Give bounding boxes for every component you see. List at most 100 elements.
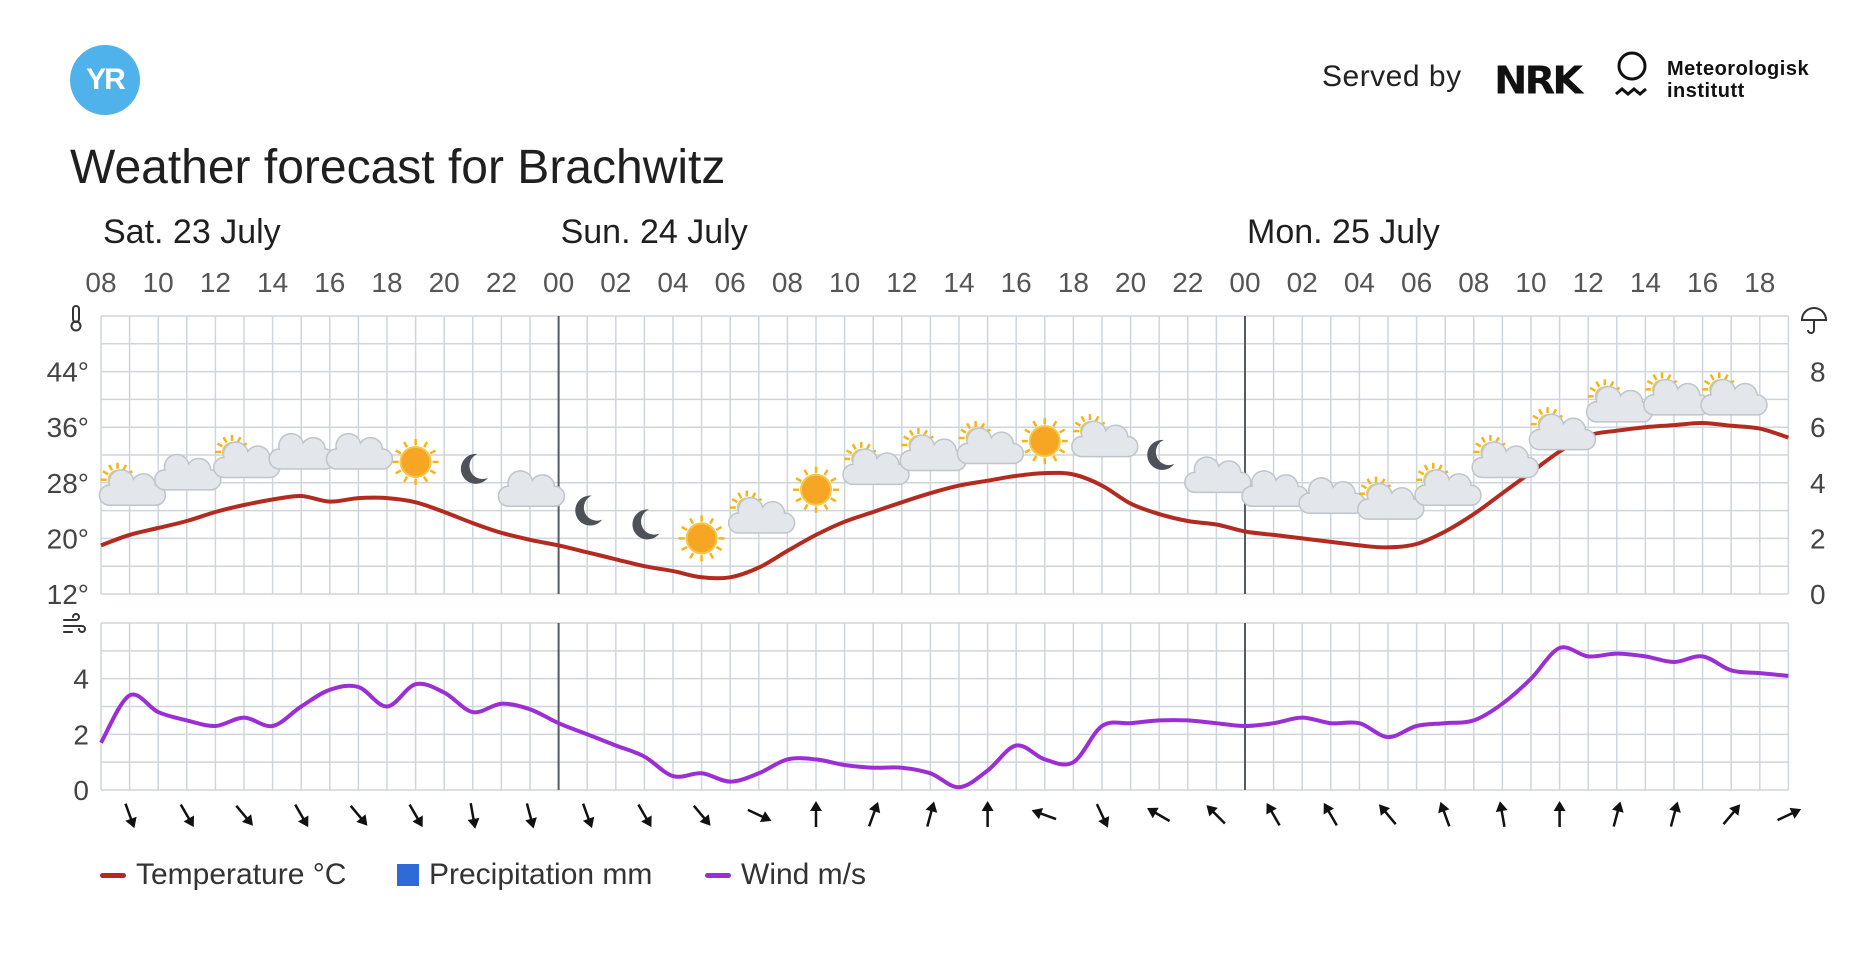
sun-ray — [966, 422, 972, 430]
wind-direction-arrow — [525, 803, 537, 829]
wind-direction-arrow — [925, 801, 938, 827]
wind-direction-arrow — [1147, 807, 1171, 823]
hour-tick-label: 16 — [314, 267, 345, 298]
clear-sun-icon — [392, 438, 439, 485]
sun-ray — [908, 429, 914, 437]
partly-cloudy-day-icon — [1471, 434, 1539, 479]
thermometer-bulb — [70, 320, 82, 332]
sun-ray — [108, 464, 114, 471]
hour-tick-label: 20 — [1115, 267, 1146, 298]
cloud-shape — [1298, 477, 1366, 514]
cloud-shape — [727, 496, 796, 534]
umbrella-icon — [1800, 307, 1828, 334]
hour-tick-label: 04 — [657, 267, 688, 298]
sun-ray — [709, 517, 715, 525]
sun-ray — [823, 469, 829, 476]
temperature-line — [100, 420, 1790, 581]
hour-tick-label: 16 — [1687, 267, 1718, 298]
sun-ray — [1475, 442, 1482, 448]
sun-ray — [851, 443, 857, 450]
wind-arrow-head — [356, 814, 368, 826]
umbrella-handle — [1807, 320, 1815, 334]
wind-arrow-head — [1147, 807, 1159, 819]
partly-cloudy-day-icon — [1585, 379, 1654, 423]
wind-arrow-head — [1495, 801, 1508, 813]
hour-tick-label: 06 — [1401, 267, 1432, 298]
wind-arrow-head — [1031, 807, 1044, 820]
temperature-axis-label: 36° — [47, 412, 89, 443]
partly-cloudy-day-icon — [842, 441, 910, 486]
hour-tick-label: 12 — [886, 267, 917, 298]
cloudy-icon — [268, 432, 336, 470]
sun-ray — [1032, 420, 1038, 428]
wind-direction-arrow — [981, 801, 994, 827]
clear-night-icon — [632, 509, 660, 540]
wind-arrow-head — [1553, 801, 1566, 811]
wind-icon-stroke — [63, 613, 80, 621]
wind-arrow-head — [1612, 801, 1624, 813]
cloud-shape — [1471, 441, 1539, 479]
sun-ray — [1058, 428, 1066, 434]
wind-direction-arrow — [1612, 801, 1624, 827]
wind-axis-label: 0 — [73, 775, 89, 806]
cloudy-icon — [154, 453, 222, 491]
cloud-shape — [98, 469, 167, 506]
hour-tick-label: 18 — [371, 267, 402, 298]
cloud-shape — [1414, 469, 1482, 506]
hour-tick-label: 02 — [600, 267, 631, 298]
clear-sun-icon — [793, 466, 839, 513]
temperature-axis-label: 28° — [47, 468, 89, 499]
hour-tick-label: 02 — [1287, 267, 1318, 298]
sun-ray — [216, 442, 224, 448]
cloud-shape — [325, 432, 394, 470]
sun-disc — [800, 473, 832, 506]
sun-ray — [1709, 374, 1715, 381]
nrk-logo: NRK — [1494, 59, 1583, 103]
wind-arrow-head — [183, 815, 194, 828]
partly-cloudy-day-icon — [98, 462, 167, 506]
legend-wind-label: Wind m/s — [741, 858, 867, 891]
wind-direction-arrow — [581, 803, 595, 829]
legend-precipitation-label: Precipitation mm — [429, 858, 653, 891]
sun-ray — [823, 503, 829, 511]
wind-arrow-head — [699, 814, 711, 826]
partly-cloudy-day-icon — [213, 434, 281, 479]
sun-disc — [399, 445, 432, 478]
wind-direction-arrow — [467, 802, 480, 829]
partly-cloudy-night-icon — [1241, 470, 1309, 507]
partly-cloudy-day-icon — [1700, 372, 1768, 416]
hour-tick-label: 12 — [1573, 267, 1604, 298]
sun-ray — [403, 441, 409, 448]
partly-cloudy-day-icon — [1528, 407, 1597, 451]
sun-ray — [1366, 478, 1372, 485]
wind-direction-arrow — [1553, 801, 1566, 827]
wind-arrow-head — [810, 801, 822, 811]
precipitation-axis-label: 2 — [1810, 523, 1826, 554]
sun-disc — [685, 522, 718, 555]
sun-ray — [1646, 379, 1654, 385]
moon-shape — [575, 495, 603, 526]
sun-ray — [715, 545, 723, 551]
partly-cloudy-night-icon — [1184, 456, 1252, 494]
wind-direction-arrow — [747, 808, 772, 823]
cloud-shape — [1184, 456, 1252, 494]
sun-ray — [1052, 420, 1058, 428]
sun-disc — [1028, 425, 1061, 458]
sun-ray — [845, 449, 853, 455]
wind-direction-arrow — [1379, 804, 1397, 825]
sun-ray — [1058, 448, 1066, 454]
sun-ray — [1480, 436, 1486, 444]
wind-line — [99, 645, 1789, 790]
day-label: Sat. 23 July — [103, 213, 281, 251]
wind-arrow-head — [1098, 816, 1110, 828]
sun-ray — [423, 441, 429, 448]
partly-cloudy-night-icon — [497, 470, 566, 507]
sun-ray — [715, 525, 723, 531]
wind-direction-arrow — [1669, 801, 1681, 827]
wind-icon-stroke — [63, 625, 86, 633]
wind-arrow-head — [1323, 802, 1334, 815]
partly-cloudy-night-icon — [1298, 477, 1366, 514]
sun-ray — [830, 497, 837, 503]
wind-direction-arrow — [1095, 803, 1110, 828]
hour-tick-label: 14 — [1630, 267, 1661, 298]
